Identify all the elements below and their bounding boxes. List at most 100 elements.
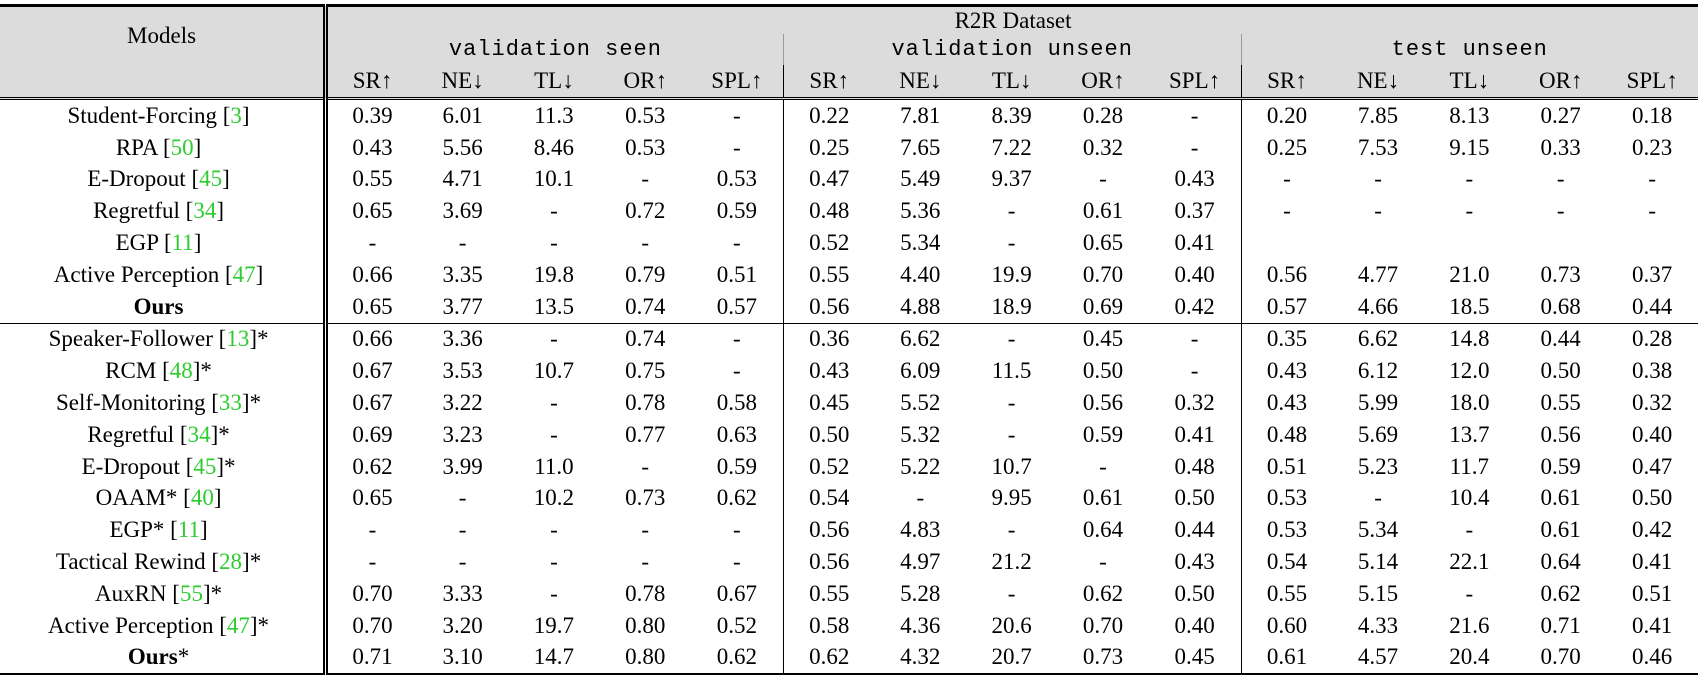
model-name-cell: Regretful [34]: [0, 195, 329, 228]
metric-value-cell: [1424, 227, 1515, 259]
citation-link[interactable]: 11: [177, 517, 200, 543]
metric-value-cell: 6.62: [874, 322, 966, 356]
metric-value-cell: -: [1099, 549, 1107, 575]
model-name-cell: Tactical Rewind [28]*: [0, 546, 329, 578]
metric-value-cell: 20.7: [965, 641, 1058, 676]
metric-value-cell: 0.33: [1540, 134, 1581, 160]
metric-value-cell: 0.47: [782, 163, 875, 196]
metric-value-cell: 7.65: [900, 134, 941, 160]
table-row: Regretful [34] 0.65 3.69 - 0.72 0.59 0.48 5.36 -…: [0, 195, 1698, 228]
metric-value-cell: 0.50: [782, 418, 875, 451]
citation-link[interactable]: 34: [187, 421, 211, 447]
metric-value-cell: 10.7: [991, 453, 1032, 479]
metric-value-cell: 0.46: [1606, 641, 1698, 676]
citation-link[interactable]: 48: [169, 358, 193, 384]
metric-value-cell: 11.5: [991, 358, 1032, 384]
metric-value-cell: 0.28: [1082, 102, 1124, 128]
metric-value-cell: 0.54: [1240, 546, 1333, 578]
metric-value-cell: 5.34: [1357, 517, 1399, 543]
model-name: Self-Monitoring: [56, 390, 206, 416]
metric-value-cell: 0.64: [1540, 549, 1581, 575]
citation-link[interactable]: 13: [226, 326, 250, 352]
metric-value-cell: 0.25: [782, 131, 875, 164]
metric-value-cell: 0.57: [1240, 290, 1333, 324]
metric-value-cell: 4.88: [900, 293, 941, 319]
citation-link[interactable]: 55: [179, 580, 203, 606]
metric-value-cell: -: [733, 517, 741, 543]
table-row: OAAM* [40] 0.65 - 10.2 0.73 0.62 0.54 - 9.95 0.61…: [0, 482, 1698, 515]
metric-value-cell: 9.15: [1449, 134, 1490, 160]
metric-value-cell: 3.22: [442, 390, 483, 416]
citation-link[interactable]: 28: [219, 549, 243, 575]
model-suffix: *: [249, 390, 262, 416]
metric-header-spl-split3: SPL↑: [1606, 65, 1698, 100]
metric-value-cell: -: [1007, 580, 1016, 606]
citation-link[interactable]: 50: [170, 134, 194, 160]
model-name: Active Perception: [53, 261, 220, 287]
split-header-validation-unseen: validation unseen: [782, 34, 1242, 65]
metric-value-cell: 4.57: [1332, 641, 1424, 676]
model-suffix: *: [200, 358, 212, 384]
metric-value-cell: -: [1465, 580, 1474, 606]
model-name: EGP: [115, 230, 159, 256]
metric-value-cell: -: [733, 230, 741, 256]
split-header-test-unseen: test unseen: [1240, 34, 1698, 65]
models-header: Models: [0, 4, 329, 65]
metric-value-cell: 0.62: [1540, 580, 1581, 606]
metric-value-cell: 0.74: [625, 293, 666, 319]
metric-value-cell: 11.0: [534, 453, 574, 479]
model-name: Student-Forcing: [67, 102, 218, 128]
metric-value-cell: 0.61: [1082, 198, 1124, 224]
metric-value-cell: [1332, 227, 1423, 259]
citation-link[interactable]: 11: [171, 230, 194, 256]
metric-value-cell: 0.48: [1240, 418, 1333, 451]
metric-header-or-split3: OR↑: [1515, 65, 1607, 100]
metric-value-cell: 0.53: [625, 102, 666, 128]
citation-link[interactable]: 47: [226, 612, 250, 638]
results-table: Models R2R Dataset validation seen valid…: [0, 4, 1698, 676]
metric-value-cell: 7.85: [1357, 102, 1399, 128]
citation-link[interactable]: 45: [199, 166, 223, 192]
model-suffix: *: [224, 453, 236, 479]
metric-value-cell: 0.32: [1174, 390, 1215, 416]
metric-value-cell: 18.0: [1449, 390, 1490, 416]
metric-value-cell: -: [1648, 198, 1656, 224]
metric-value-cell: 0.44: [1632, 293, 1673, 319]
metric-value-cell: 0.66: [325, 322, 417, 356]
metric-value-cell: 0.51: [1240, 450, 1333, 483]
metric-value-cell: 0.42: [1174, 293, 1215, 319]
model-name-cell: Regretful [34]*: [0, 418, 329, 451]
metric-value-cell: 4.77: [1357, 261, 1399, 287]
metric-value-cell: 6.01: [442, 102, 483, 128]
model-name: Speaker-Follower: [48, 326, 213, 352]
model-name-cell: Self-Monitoring [33]*: [0, 387, 329, 419]
metric-value-cell: 0.59: [1540, 453, 1581, 479]
table-row: Regretful [34]* 0.69 3.23 - 0.77 0.63 0.50 5.32…: [0, 418, 1698, 451]
citation-link[interactable]: 34: [193, 198, 217, 224]
dataset-title: R2R Dataset: [325, 4, 1698, 34]
metric-value-cell: -: [458, 549, 467, 575]
citation-link[interactable]: 33: [218, 390, 242, 416]
metric-value-cell: 0.79: [625, 261, 666, 287]
metric-value-cell: -: [458, 485, 467, 511]
metric-value-cell: 11.3: [534, 102, 574, 128]
metric-value-cell: -: [1007, 390, 1016, 416]
header-row-metrics: SR↑ NE↓ TL↓ OR↑ SPL↑ SR↑ NE↓ TL↓ OR↑ SPL↑ SR↑ NE↓ TL…: [0, 65, 1698, 100]
metric-value-cell: -: [1099, 166, 1107, 192]
metric-value-cell: 9.95: [991, 485, 1032, 511]
citation-link[interactable]: 45: [193, 453, 217, 479]
table-row: RCM [48]* 0.67 3.53 10.7 0.75 - 0.43 6.09 11.5 0.…: [0, 355, 1698, 388]
metric-value-cell: 0.60: [1240, 609, 1333, 642]
metric-value-cell: 0.61: [1082, 485, 1124, 511]
citation-link[interactable]: 47: [232, 261, 256, 287]
metric-value-cell: -: [1374, 485, 1382, 511]
table-row: Tactical Rewind [28]* - - - - - 0.56 4.97 21.2 - 0…: [0, 546, 1698, 578]
table-body: Student-Forcing [3] 0.39 6.01 11.3 0.53 - 0.22…: [0, 98, 1698, 676]
metric-value-cell: 8.13: [1449, 102, 1490, 128]
citation-link[interactable]: 3: [230, 102, 242, 128]
citation-link[interactable]: 40: [190, 485, 214, 511]
metric-value-cell: 0.45: [782, 387, 875, 419]
metric-value-cell: 0.45: [1148, 641, 1242, 676]
metric-value-cell: 12.0: [1449, 358, 1490, 384]
